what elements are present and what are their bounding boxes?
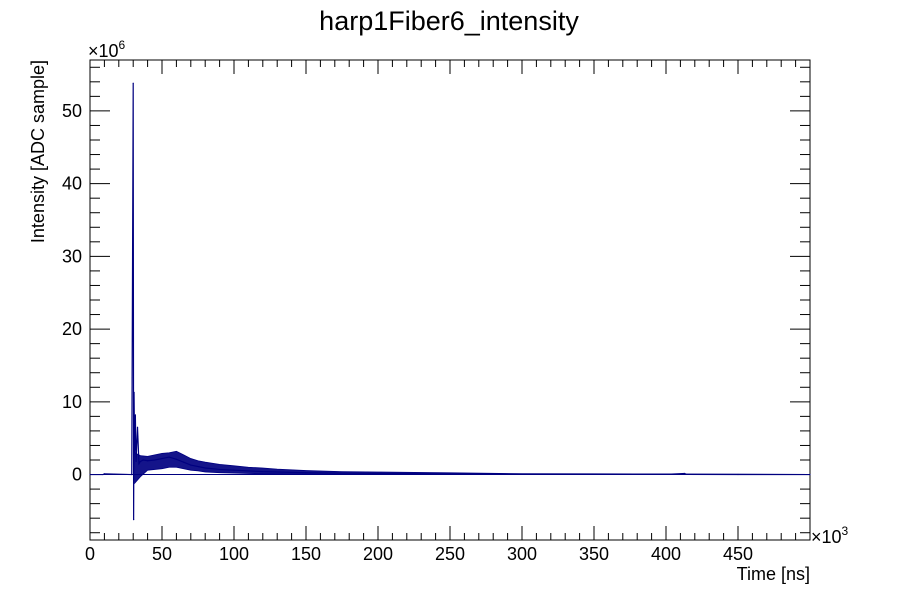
data-point <box>103 473 105 475</box>
data-point <box>154 459 156 461</box>
data-point <box>138 463 140 465</box>
data-point <box>685 473 687 475</box>
y-exponent-multiplier: ×106 <box>88 38 126 61</box>
data-point <box>593 473 595 475</box>
data-point <box>168 456 170 458</box>
series-layer <box>89 82 811 521</box>
data-point <box>737 473 739 476</box>
data-point <box>133 519 135 521</box>
noise-band <box>134 450 811 485</box>
x-tick-label: 300 <box>507 544 537 564</box>
data-point <box>136 426 139 428</box>
chart-title: harp1Fiber6_intensity <box>319 6 579 36</box>
y-tick-label: 30 <box>62 246 82 266</box>
x-exponent-multiplier: ×103 <box>811 524 849 547</box>
data-point <box>89 473 91 476</box>
x-tick-label: 100 <box>219 544 249 564</box>
x-tick-label: 350 <box>579 544 609 564</box>
x-tick-label: 50 <box>152 544 172 564</box>
x-tick-label: 200 <box>363 544 393 564</box>
data-point <box>142 459 144 461</box>
data-point <box>521 473 523 475</box>
data-point <box>139 460 141 463</box>
data-point <box>665 473 667 475</box>
data-point <box>132 82 134 84</box>
data-point <box>233 469 235 471</box>
data-point <box>262 471 264 473</box>
series-line <box>90 83 811 520</box>
x-tick-label: 0 <box>85 544 95 564</box>
x-tick-label: 250 <box>435 544 465 564</box>
x-axis-label: Time [ns] <box>737 564 810 584</box>
y-axis-label: Intensity [ADC sample] <box>28 60 48 243</box>
data-point <box>134 414 136 416</box>
y-tick-label: 0 <box>72 465 82 485</box>
data-point <box>684 472 686 475</box>
y-tick-label: 20 <box>62 319 82 339</box>
data-point <box>133 391 135 393</box>
data-point <box>219 468 221 471</box>
data-point <box>449 473 451 475</box>
x-tick-label: 150 <box>291 544 321 564</box>
data-point <box>190 464 192 466</box>
y-tick-label: 10 <box>62 392 82 412</box>
y-tick-label: 50 <box>62 101 82 121</box>
data-point <box>175 458 177 460</box>
data-point <box>305 472 307 474</box>
data-point <box>102 473 104 476</box>
data-point <box>161 457 163 460</box>
x-tick-label: 400 <box>651 544 681 564</box>
data-point <box>183 461 185 463</box>
data-point <box>131 473 133 476</box>
data-point <box>809 473 811 476</box>
data-point <box>134 452 136 454</box>
data-point <box>135 460 137 463</box>
tick-labels: 0 50 100 150 200 250 300 350 400 450 0 10 20 30 40 50 <box>62 101 753 564</box>
x-tick-label: 450 <box>723 544 753 564</box>
data-point <box>204 467 206 469</box>
y-tick-label: 40 <box>62 174 82 194</box>
data-point <box>377 472 379 475</box>
data-point <box>147 460 149 462</box>
